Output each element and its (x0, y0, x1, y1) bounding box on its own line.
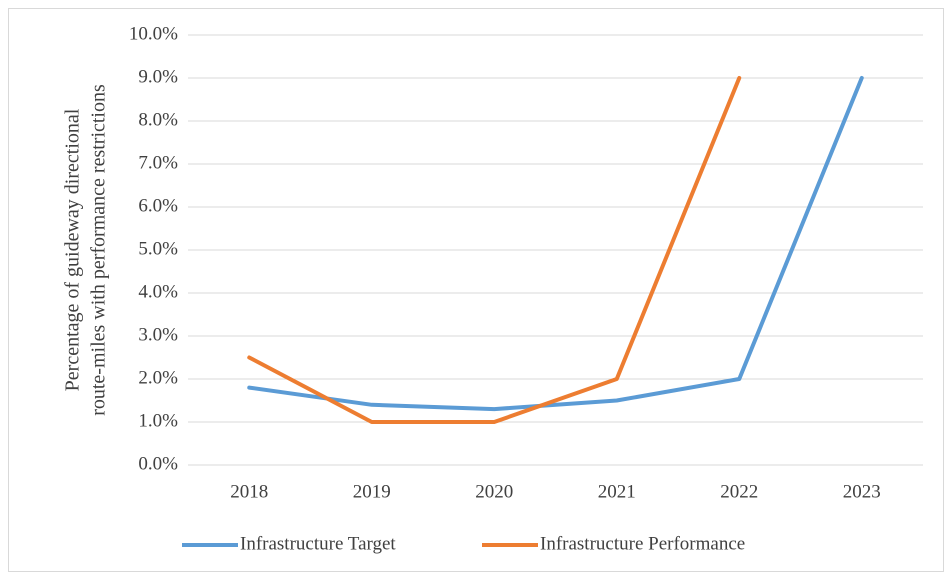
legend-label: Infrastructure Performance (540, 533, 745, 554)
y-tick-label: 1.0% (138, 410, 178, 431)
x-tick-label: 2021 (598, 481, 636, 502)
legend-label: Infrastructure Target (240, 533, 396, 554)
x-tick-label: 2019 (353, 481, 391, 502)
series-line (247, 76, 864, 412)
y-tick-label: 0.0% (138, 453, 178, 474)
y-tick-label: 6.0% (138, 195, 178, 216)
y-tick-label: 10.0% (129, 23, 178, 44)
y-axis-label: route-miles with performance restriction… (88, 84, 110, 416)
y-tick-label: 2.0% (138, 367, 178, 388)
y-tick-label: 4.0% (138, 281, 178, 302)
x-tick-label: 2022 (720, 481, 758, 502)
chart-border (8, 8, 944, 572)
y-tick-label: 9.0% (138, 66, 178, 87)
y-tick-label: 8.0% (138, 109, 178, 130)
x-tick-label: 2023 (843, 481, 881, 502)
y-tick-label: 3.0% (138, 324, 178, 345)
series-line (247, 76, 742, 424)
x-tick-label: 2020 (475, 481, 513, 502)
x-tick-label: 2018 (230, 481, 268, 502)
y-tick-label: 5.0% (138, 238, 178, 259)
y-tick-label: 7.0% (138, 152, 178, 173)
y-axis-label: Percentage of guideway directional (62, 108, 84, 391)
